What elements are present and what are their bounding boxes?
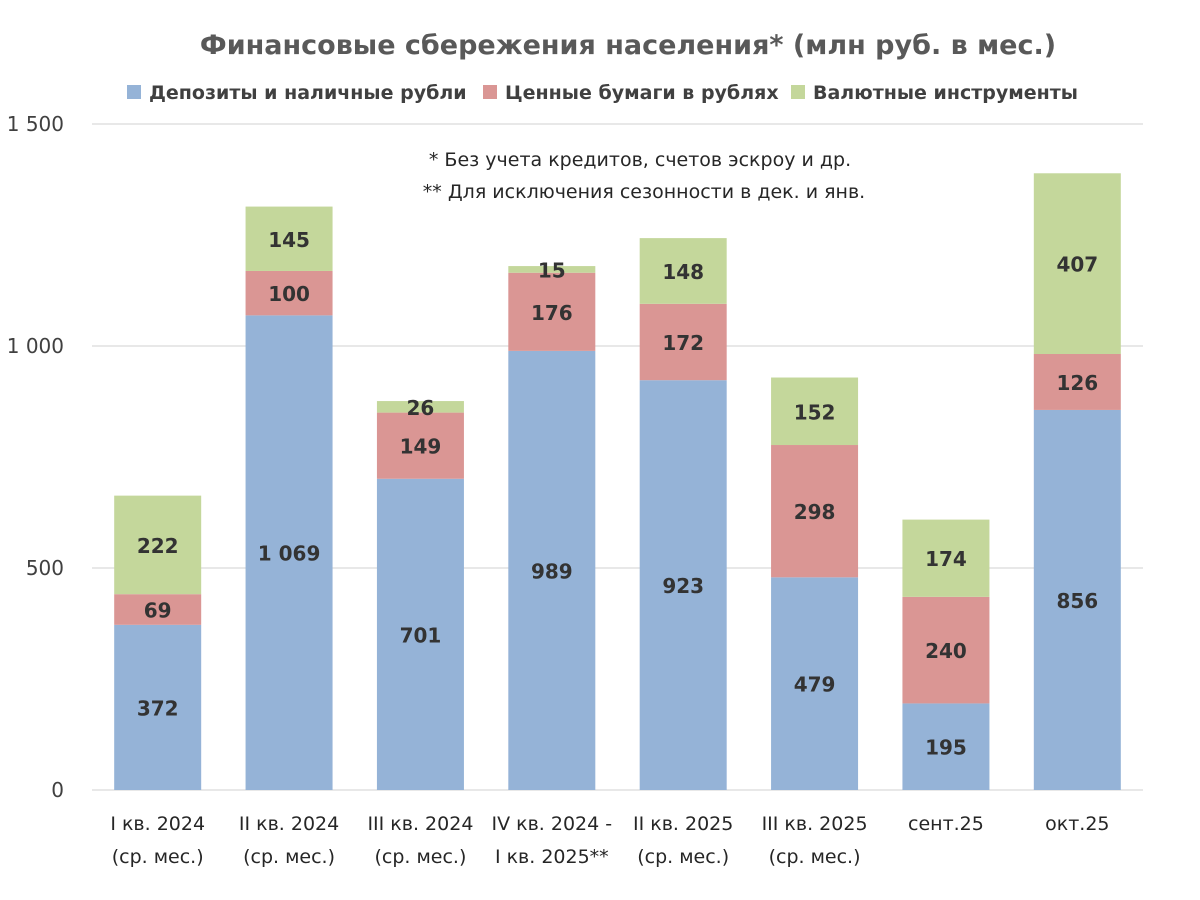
x-tick-label: II кв. 2025 [633, 813, 733, 835]
legend-swatch [483, 85, 497, 99]
bar-segment [114, 495, 202, 595]
bar-segment [245, 206, 333, 271]
bar-segment [1033, 409, 1121, 790]
legend-swatch [127, 85, 141, 99]
data-label: 407 [1056, 253, 1098, 277]
bar-segment [114, 594, 202, 625]
y-tick-label: 500 [26, 556, 64, 580]
footnote-2: ** Для исключения сезонности в дек. и ян… [423, 181, 865, 203]
bar-segment [508, 266, 596, 273]
x-tick-label: (ср. мес.) [769, 846, 861, 868]
bar-segment [376, 412, 464, 479]
data-label: 701 [400, 623, 442, 647]
data-label: 126 [1056, 371, 1098, 395]
x-tick-label: I кв. 2024 [110, 813, 205, 835]
y-tick-label: 1 000 [7, 334, 64, 358]
bar-segment [1033, 173, 1121, 354]
data-label: 923 [662, 574, 704, 598]
x-tick-label: (ср. мес.) [637, 846, 729, 868]
bar-segment [508, 350, 596, 790]
legend: Депозиты и наличные рубли Ценные бумаги в… [127, 82, 1078, 104]
data-label: 1 069 [258, 542, 321, 566]
y-tick-label: 1 500 [7, 112, 64, 136]
bar-segment [639, 380, 727, 790]
data-label: 69 [144, 599, 172, 623]
data-label: 172 [662, 331, 704, 355]
data-label: 15 [538, 258, 566, 282]
chart-title: Финансовые сбережения населения* (млн ру… [200, 30, 1056, 61]
legend-entry: Ценные бумаги в рублях [505, 82, 779, 104]
bar-segment [114, 624, 202, 790]
data-label: 148 [662, 260, 704, 284]
x-tick-label: III кв. 2024 [367, 813, 473, 835]
data-label: 222 [137, 534, 179, 558]
data-label: 195 [925, 736, 967, 760]
bar-segment [771, 445, 859, 578]
x-tick-label: I кв. 2025** [495, 846, 609, 868]
bar-segment [639, 238, 727, 304]
data-label: 26 [407, 396, 435, 420]
data-label: 856 [1056, 589, 1098, 613]
x-tick-label: (ср. мес.) [112, 846, 204, 868]
data-label: 174 [925, 547, 967, 571]
bar-segment [902, 703, 990, 790]
data-label: 298 [794, 500, 836, 524]
bar-segment [639, 303, 727, 381]
x-tick-label: (ср. мес.) [243, 846, 335, 868]
data-label: 176 [531, 301, 573, 325]
legend-entry: Валютные инструменты [813, 82, 1078, 104]
bar-segment [902, 519, 990, 597]
data-label: 152 [794, 400, 836, 424]
x-tick-label: сент.25 [908, 813, 984, 835]
x-tick-label: III кв. 2025 [762, 813, 868, 835]
bar-segment [508, 272, 596, 351]
bar-segment [1033, 353, 1121, 410]
data-label: 145 [268, 228, 310, 252]
data-label: 100 [268, 282, 310, 306]
x-tick-label: IV кв. 2024 - [491, 813, 612, 835]
legend-swatch [791, 85, 805, 99]
bar-segment [245, 315, 333, 790]
bar-segment [376, 401, 464, 413]
x-tick-label: (ср. мес.) [374, 846, 466, 868]
data-label: 240 [925, 639, 967, 663]
footnote-1: * Без учета кредитов, счетов эскроу и др… [429, 149, 851, 171]
y-axis: 0 500 1 000 1 500 [7, 112, 64, 802]
x-axis: I кв. 2024 (ср. мес.) II кв. 2024 (ср. мес.… [110, 813, 1109, 868]
data-label: 149 [400, 435, 442, 459]
bar-segment [376, 478, 464, 790]
y-tick-label: 0 [51, 778, 64, 802]
data-label: 989 [531, 559, 573, 583]
bar-segment [902, 596, 990, 704]
bars: 372 69 222 1 069 100 145 701 149 26 989 176 15 923 17… [114, 173, 1121, 790]
bar-segment [771, 577, 859, 790]
legend-entry: Депозиты и наличные рубли [149, 82, 467, 104]
bar-segment [771, 377, 859, 446]
x-tick-label: II кв. 2024 [239, 813, 339, 835]
data-label: 372 [137, 696, 179, 720]
bar-segment [245, 270, 333, 316]
data-label: 479 [794, 673, 836, 697]
x-tick-label: окт.25 [1045, 813, 1109, 835]
